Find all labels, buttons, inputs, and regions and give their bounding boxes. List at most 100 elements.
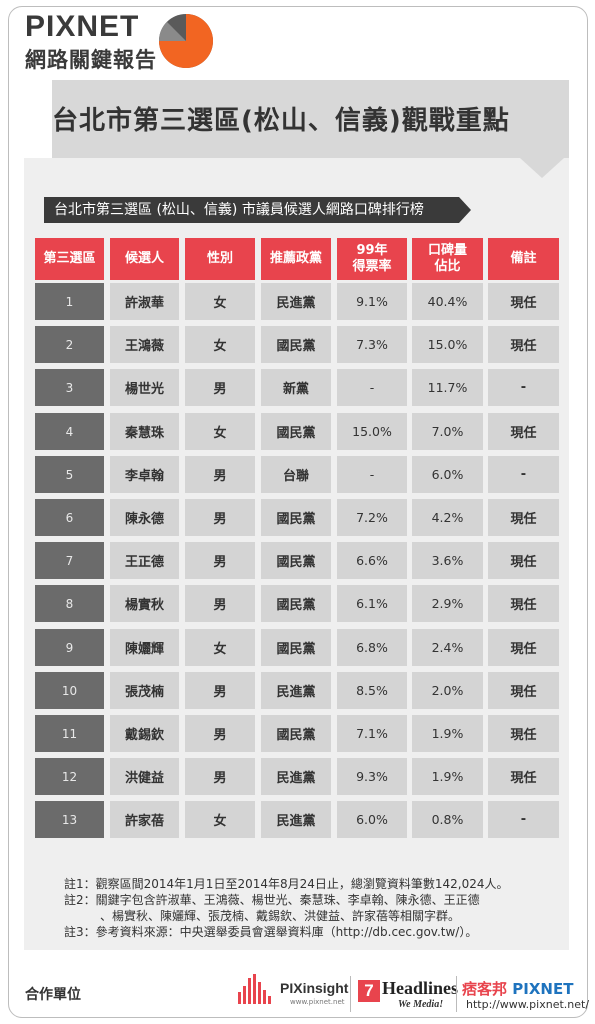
- table-cell-remark: -: [488, 456, 559, 493]
- table-cell-gender: 女: [185, 413, 255, 450]
- table-subtitle: 台北市第三選區 (松山、信義) 市議員候選人網路口碑排行榜: [44, 197, 459, 223]
- pie-icon: [159, 14, 213, 68]
- table-cell-mention-share: 1.9%: [412, 715, 483, 752]
- table-cell-remark: 現任: [488, 499, 559, 536]
- table-cell-vote-rate-99: 6.6%: [337, 542, 407, 579]
- table-cell-district: 6: [35, 499, 104, 536]
- pixnet-brand-en: PIXNET: [512, 980, 574, 998]
- table-cell-mention-share: 40.4%: [412, 283, 483, 320]
- table-cell-candidate: 秦慧珠: [110, 413, 179, 450]
- logo-brand: PIXNET: [25, 10, 140, 43]
- page-title: 台北市第三選區(松山、信義)觀戰重點: [52, 106, 510, 136]
- table-cell-remark: 現任: [488, 585, 559, 622]
- table-cell-vote-rate-99: 7.1%: [337, 715, 407, 752]
- table-cell-party: 國民黨: [261, 542, 331, 579]
- table-cell-district: 8: [35, 585, 104, 622]
- table-cell-remark: 現任: [488, 629, 559, 666]
- table-cell-candidate: 許家蓓: [110, 801, 179, 838]
- headlines-name: Headlines: [382, 978, 459, 998]
- table-cell-party: 台聯: [261, 456, 331, 493]
- table-cell-district: 3: [35, 369, 104, 406]
- table-cell-vote-rate-99: 6.1%: [337, 585, 407, 622]
- page-frame: [8, 6, 588, 1018]
- pixinsight-url: www.pixnet.net: [290, 998, 345, 1006]
- table-cell-candidate: 洪健益: [110, 758, 179, 795]
- table-cell-party: 民進黨: [261, 283, 331, 320]
- table-cell-vote-rate-99: 9.3%: [337, 758, 407, 795]
- table-cell-candidate: 許淑華: [110, 283, 179, 320]
- table-cell-district: 1: [35, 283, 104, 320]
- note-1: 註1：觀察區間2014年1月1日至2014年8月24日止，總瀏覽資料筆數142,…: [64, 877, 509, 891]
- table-cell-vote-rate-99: 9.1%: [337, 283, 407, 320]
- table-cell-candidate: 王正德: [110, 542, 179, 579]
- table-cell-candidate: 王鴻薇: [110, 326, 179, 363]
- table-cell-gender: 男: [185, 715, 255, 752]
- table-cell-party: 國民黨: [261, 585, 331, 622]
- table-cell-remark: 現任: [488, 283, 559, 320]
- table-cell-gender: 女: [185, 629, 255, 666]
- pixinsight-logo-icon: [238, 974, 271, 1004]
- table-cell-remark: 現任: [488, 413, 559, 450]
- table-cell-vote-rate-99: -: [337, 456, 407, 493]
- table-cell-remark: 現任: [488, 326, 559, 363]
- table-cell-vote-rate-99: -: [337, 369, 407, 406]
- table-cell-party: 國民黨: [261, 326, 331, 363]
- column-header-party: 推薦政黨: [261, 238, 331, 280]
- table-cell-gender: 男: [185, 758, 255, 795]
- note-3: 註3：參考資料來源：中央選舉委員會選舉資料庫（http://db.cec.gov…: [64, 925, 478, 939]
- table-cell-district: 5: [35, 456, 104, 493]
- seven-headlines-icon: 7: [358, 980, 380, 1002]
- pixinsight-name: PIXinsight: [280, 980, 349, 996]
- table-cell-remark: 現任: [488, 672, 559, 709]
- table-cell-district: 10: [35, 672, 104, 709]
- title-notch: [520, 158, 564, 178]
- table-cell-gender: 男: [185, 542, 255, 579]
- table-cell-district: 4: [35, 413, 104, 450]
- table-cell-gender: 男: [185, 585, 255, 622]
- table-cell-remark: 現任: [488, 715, 559, 752]
- table-cell-district: 9: [35, 629, 104, 666]
- table-cell-party: 民進黨: [261, 672, 331, 709]
- table-cell-gender: 男: [185, 456, 255, 493]
- pixnet-brand-cn: 痞客邦: [462, 980, 508, 998]
- footer-divider: [350, 976, 351, 1012]
- table-cell-party: 國民黨: [261, 413, 331, 450]
- column-header-remark: 備註: [488, 238, 559, 280]
- footer-divider: [456, 976, 457, 1012]
- table-cell-remark: -: [488, 801, 559, 838]
- table-cell-vote-rate-99: 6.8%: [337, 629, 407, 666]
- column-header-district: 第三選區: [35, 238, 104, 280]
- title-band: [24, 80, 569, 158]
- note-2: 註2：關鍵字包含許淑華、王鴻薇、楊世光、秦慧珠、李卓翰、陳永德、王正德: [64, 893, 480, 907]
- table-cell-mention-share: 6.0%: [412, 456, 483, 493]
- table-cell-party: 國民黨: [261, 715, 331, 752]
- table-cell-gender: 女: [185, 801, 255, 838]
- table-cell-candidate: 楊世光: [110, 369, 179, 406]
- footnotes: 註1：觀察區間2014年1月1日至2014年8月24日止，總瀏覽資料筆數142,…: [64, 876, 509, 940]
- table-cell-mention-share: 2.4%: [412, 629, 483, 666]
- table-cell-vote-rate-99: 7.3%: [337, 326, 407, 363]
- table-cell-district: 12: [35, 758, 104, 795]
- table-cell-party: 國民黨: [261, 499, 331, 536]
- column-header-gender: 性別: [185, 238, 255, 280]
- table-cell-candidate: 戴錫欽: [110, 715, 179, 752]
- table-cell-remark: -: [488, 369, 559, 406]
- table-cell-gender: 男: [185, 369, 255, 406]
- table-cell-district: 13: [35, 801, 104, 838]
- column-header-candidate: 候選人: [110, 238, 179, 280]
- table-cell-mention-share: 0.8%: [412, 801, 483, 838]
- table-cell-mention-share: 11.7%: [412, 369, 483, 406]
- table-cell-vote-rate-99: 7.2%: [337, 499, 407, 536]
- table-cell-party: 民進黨: [261, 801, 331, 838]
- table-cell-mention-share: 15.0%: [412, 326, 483, 363]
- table-cell-vote-rate-99: 8.5%: [337, 672, 407, 709]
- table-cell-vote-rate-99: 15.0%: [337, 413, 407, 450]
- table-cell-party: 新黨: [261, 369, 331, 406]
- table-cell-remark: 現任: [488, 758, 559, 795]
- column-header-mention-share: 口碑量 佔比: [412, 238, 483, 280]
- table-cell-mention-share: 3.6%: [412, 542, 483, 579]
- table-cell-candidate: 陳孋輝: [110, 629, 179, 666]
- partners-label: 合作單位: [25, 987, 81, 1003]
- table-cell-district: 11: [35, 715, 104, 752]
- table-cell-party: 國民黨: [261, 629, 331, 666]
